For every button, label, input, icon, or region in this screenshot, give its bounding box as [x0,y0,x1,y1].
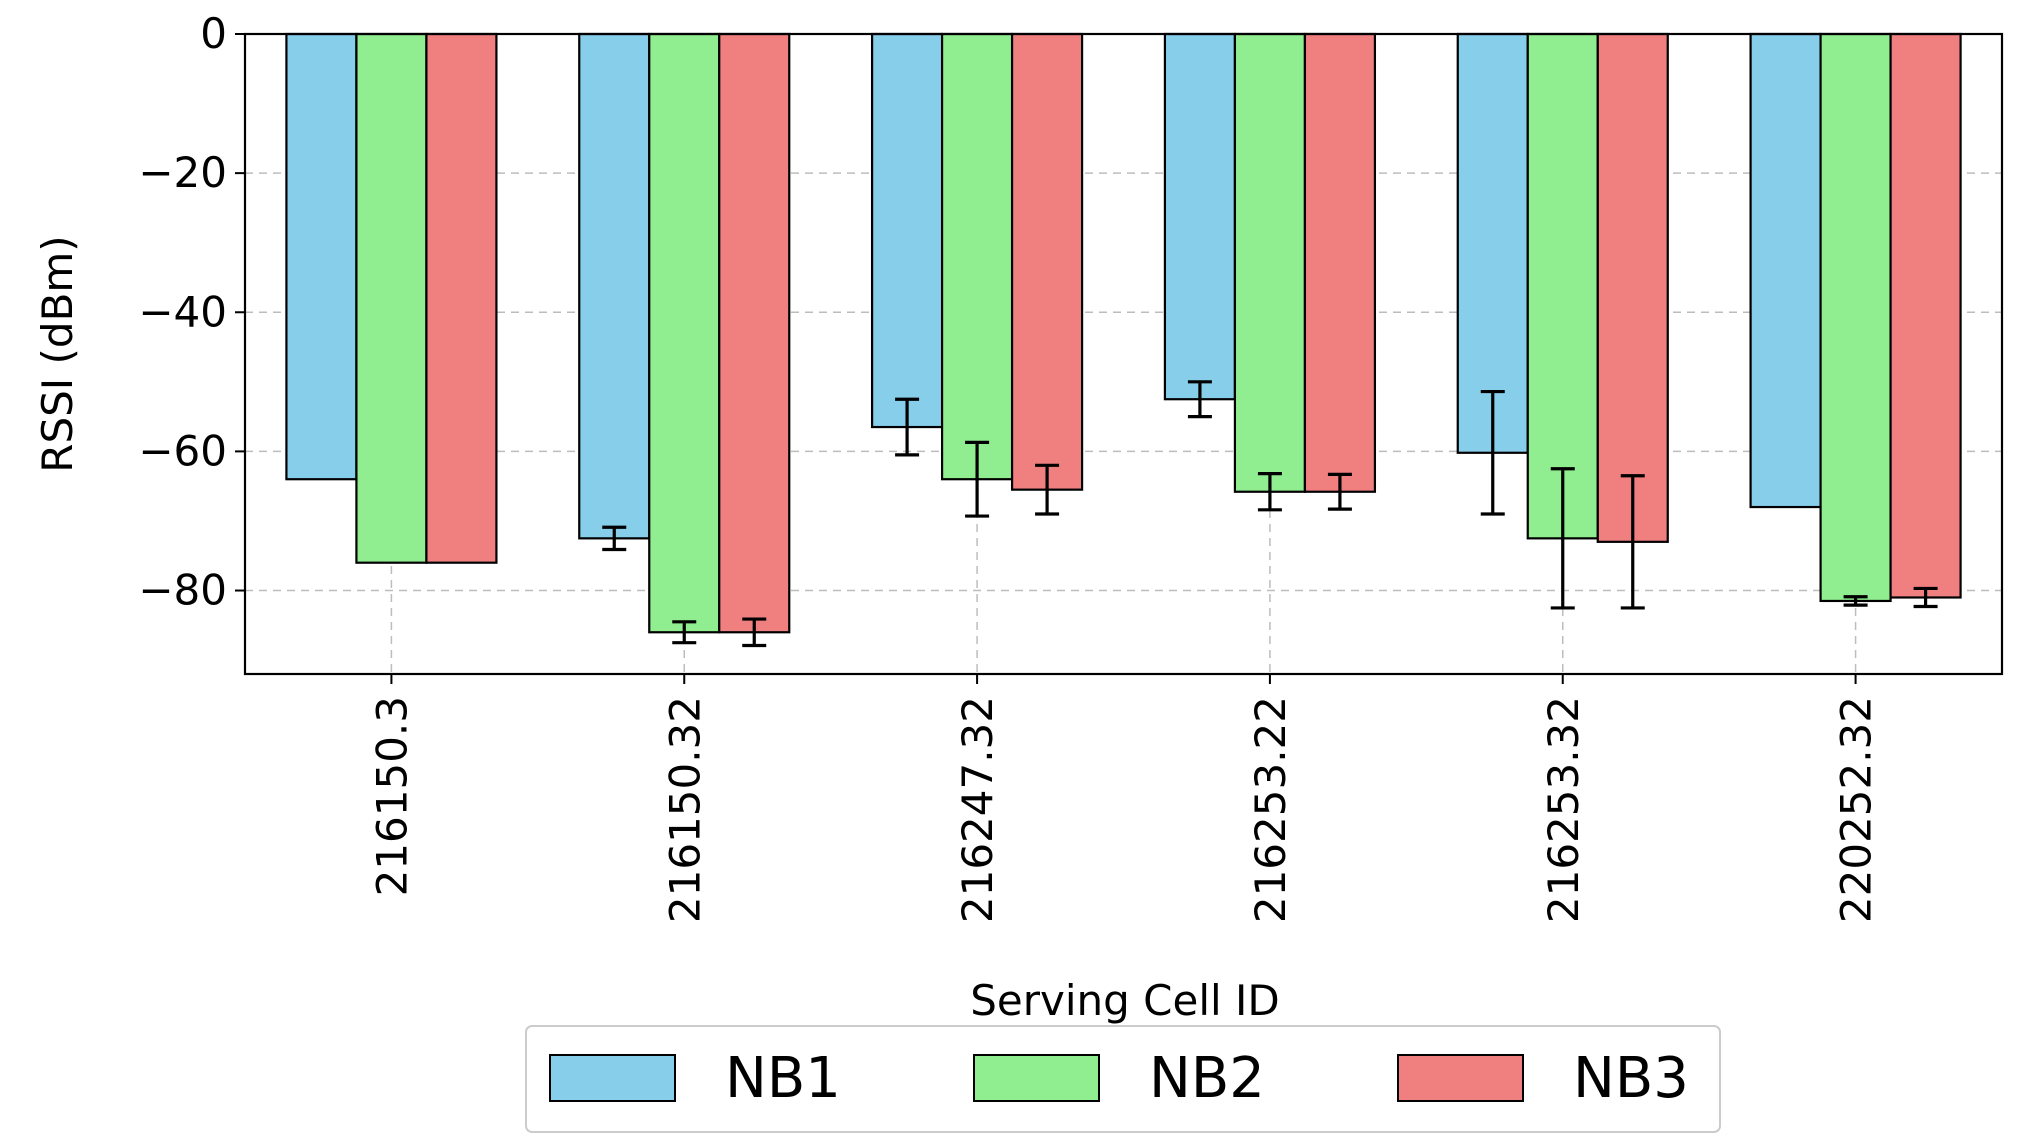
error-bar-nb1 [1480,389,1505,516]
bar-nb2 [940,32,1014,481]
error-bar-nb3 [742,617,767,648]
x-tick-label: 216247.32 [953,696,1002,923]
legend-label: NB3 [1573,1046,1689,1111]
y-tick-label: −80 [138,566,227,615]
grid-lines [245,34,2002,674]
bar-nb2 [1526,32,1599,540]
x-axis: 216150.3 216150.32 216247.32 216253.22 21625… [367,674,1881,923]
bar-nb3 [425,32,498,564]
legend: NB1 NB2 NB3 [525,1025,1721,1133]
legend-entry-nb1: NB1 [549,1046,841,1111]
plot-frame [243,32,2004,676]
bar-nb1 [1163,32,1237,401]
legend-label: NB2 [1149,1046,1265,1111]
error-bar-nb3 [1327,472,1352,511]
legend-swatch [973,1054,1100,1102]
bar-nb1 [1456,32,1529,454]
legend-label: NB1 [725,1046,841,1111]
bar-nb2 [355,32,428,564]
error-bar-nb2 [1843,595,1868,607]
error-bar-nb2 [1257,472,1282,512]
legend-entry-nb3: NB3 [1397,1046,1689,1111]
y-axis: 0 −20 −40 −60 −80 [138,9,245,615]
bar-nb3 [1889,32,1962,599]
error-bar-nb2 [965,440,990,518]
bar-nb3 [1010,32,1084,491]
bar-nb3 [718,32,791,634]
x-axis-title: Serving Cell ID [970,976,1280,1025]
x-tick-label: 216150.3 [367,696,416,896]
bar-nb2 [1233,32,1307,493]
bar-nb2 [648,32,721,634]
legend-swatch [549,1054,676,1102]
bar-nb3 [1596,32,1669,543]
x-tick-label: 216150.32 [660,696,709,923]
error-bar-nb3 [1620,474,1645,610]
y-tick-label: −60 [138,426,227,475]
error-bar-nb1 [1187,380,1212,419]
error-bar-nb1 [602,525,627,552]
bar-nb2 [1819,32,1892,603]
x-tick-label: 216253.22 [1246,696,1295,923]
y-tick-label: −20 [138,148,227,197]
y-axis-title: RSSI (dBm) [33,235,82,472]
legend-entry-nb2: NB2 [973,1046,1265,1111]
bar-nb1 [285,32,358,481]
bar-nb1 [1749,32,1822,509]
x-tick-label: 220252.32 [1832,696,1881,923]
bar-nb3 [1303,32,1377,493]
y-tick-label: 0 [200,9,227,58]
error-bar-nb1 [895,397,920,457]
error-bar-nb2 [1550,467,1575,610]
legend-swatch [1397,1054,1524,1102]
bar-nb1 [870,32,944,429]
error-bar-nb2 [672,620,697,645]
error-bar-nb3 [1035,463,1060,516]
bar-groups [285,32,1962,634]
y-tick-label: −40 [138,287,227,336]
error-bars [602,380,1938,648]
bar-nb1 [578,32,651,540]
legend-frame [525,1025,1721,1133]
x-tick-label: 216253.32 [1539,696,1588,923]
error-bar-nb3 [1913,586,1938,609]
